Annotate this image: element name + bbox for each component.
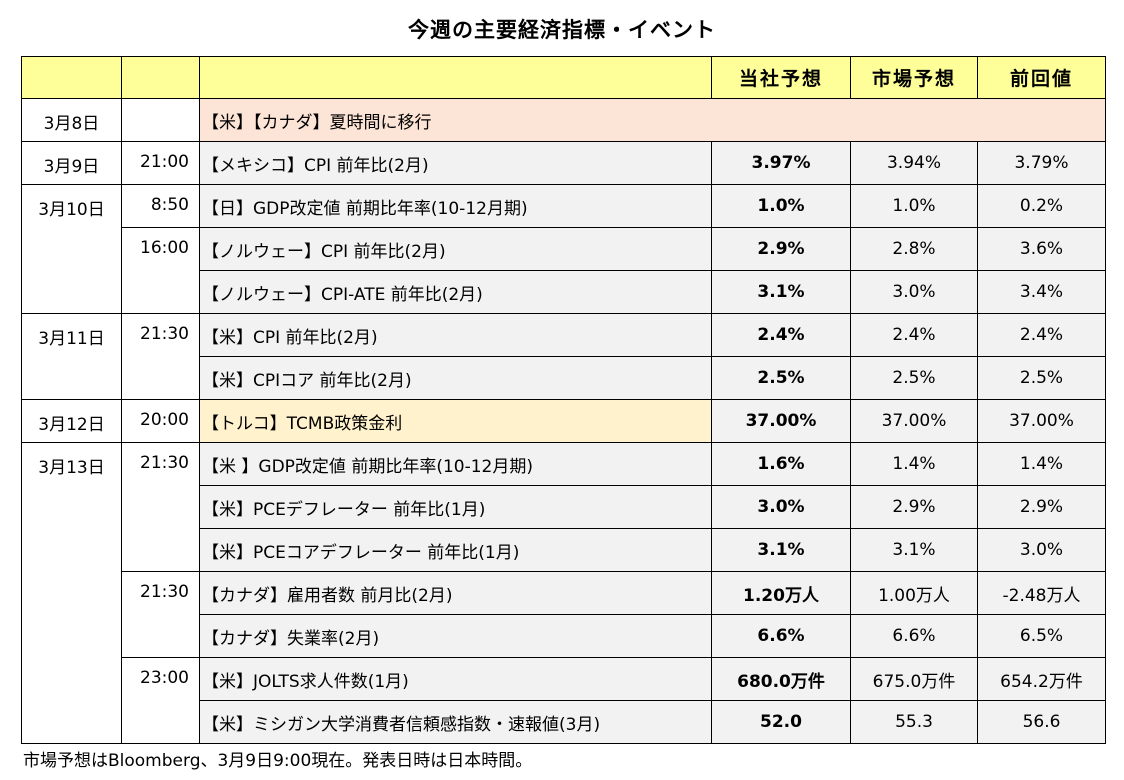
market-forecast-cell: 3.94%	[850, 141, 978, 185]
header-previous: 前回値	[977, 56, 1106, 99]
our-forecast-cell: 1.0%	[711, 184, 851, 228]
previous-value-cell: 3.6%	[977, 227, 1106, 271]
market-forecast-cell: 55.3	[850, 700, 978, 744]
time-cell: 21:00	[121, 141, 200, 185]
header-our-forecast: 当社予想	[711, 56, 851, 99]
economic-calendar-table: 当社予想 市場予想 前回値 3月8日 【米】【カナダ】夏時間に移行 3月9日 21:0…	[21, 56, 1106, 744]
market-forecast-cell: 1.00万人	[850, 571, 978, 615]
previous-value-cell: 6.5%	[977, 614, 1106, 658]
time-cell: 21:30	[121, 571, 200, 658]
market-forecast-cell: 2.9%	[850, 485, 978, 529]
time-cell: 21:30	[121, 442, 200, 572]
our-forecast-cell: 1.6%	[711, 442, 851, 486]
date-cell: 3月11日	[21, 313, 122, 400]
our-forecast-cell: 680.0万件	[711, 657, 851, 701]
table-row: 3月10日 8:50 【日】GDP改定値 前期比年率(10-12月期) 1.0% 1.0…	[21, 184, 1106, 314]
market-forecast-cell: 1.4%	[850, 442, 978, 486]
market-forecast-cell: 675.0万件	[850, 657, 978, 701]
event-cell: 【米】JOLTS求人件数(1月)	[199, 657, 712, 701]
our-forecast-cell: 2.9%	[711, 227, 851, 271]
table-row: 3月11日 21:30 【米】CPI 前年比(2月) 2.4% 2.4% 2.4%	[21, 313, 1106, 400]
header-row: 当社予想 市場予想 前回値	[21, 56, 1106, 99]
our-forecast-cell: 2.4%	[711, 313, 851, 357]
table-row: 【米】PCEコアデフレーター 前年比(1月) 3.1% 3.1% 3.0%	[22, 528, 1106, 572]
market-forecast-cell: 3.1%	[850, 528, 978, 572]
event-cell: 【米】PCEコアデフレーター 前年比(1月)	[199, 528, 712, 572]
event-cell: 【米】ミシガン大学消費者信頼感指数・速報値(3月)	[199, 700, 712, 744]
previous-value-cell: 1.4%	[977, 442, 1106, 486]
time-cell: 16:00	[121, 227, 200, 314]
event-cell: 【ノルウェー】CPI-ATE 前年比(2月)	[199, 270, 712, 314]
date-cell: 3月12日	[21, 399, 122, 443]
date-cell: 3月13日	[21, 442, 122, 744]
previous-value-cell: 3.79%	[977, 141, 1106, 185]
event-cell: 【日】GDP改定値 前期比年率(10-12月期)	[199, 184, 712, 228]
our-forecast-cell: 3.97%	[711, 141, 851, 185]
header-time	[121, 56, 200, 99]
footnote: 市場予想はBloomberg、3月9日9:00現在。発表日時は日本時間。	[23, 751, 533, 771]
our-forecast-cell: 37.00%	[711, 399, 851, 443]
previous-value-cell: 56.6	[977, 700, 1106, 744]
time-cell: 8:50	[121, 184, 200, 228]
table-row: 23:00 【米】JOLTS求人件数(1月) 680.0万件 675.0万件 654.2…	[22, 657, 1106, 744]
market-forecast-cell: 37.00%	[850, 399, 978, 443]
previous-value-cell: -2.48万人	[977, 571, 1106, 615]
table-row: 3月8日 【米】【カナダ】夏時間に移行	[21, 98, 1106, 142]
market-forecast-cell: 1.0%	[850, 184, 978, 228]
date-cell: 3月9日	[21, 141, 122, 185]
table-row: 3月12日 20:00 【トルコ】TCMB政策金利 37.00% 37.00% 37.00…	[21, 399, 1106, 443]
market-forecast-cell: 2.8%	[850, 227, 978, 271]
table-row: 【米】CPIコア 前年比(2月) 2.5% 2.5% 2.5%	[22, 356, 1106, 400]
table-row: 3月9日 21:00 【メキシコ】CPI 前年比(2月) 3.97% 3.94% 3.79…	[21, 141, 1106, 185]
event-cell: 【米 】GDP改定値 前期比年率(10-12月期)	[199, 442, 712, 486]
table-row: 21:30 【カナダ】雇用者数 前月比(2月) 1.20万人 1.00万人 -2.48万…	[22, 571, 1106, 658]
market-forecast-cell: 2.5%	[850, 356, 978, 400]
our-forecast-cell: 52.0	[711, 700, 851, 744]
event-cell: 【カナダ】雇用者数 前月比(2月)	[199, 571, 712, 615]
event-cell: 【米】CPIコア 前年比(2月)	[199, 356, 712, 400]
table-row: 3月13日 21:30 【米 】GDP改定値 前期比年率(10-12月期) 1.6% 1…	[21, 442, 1106, 744]
event-cell: 【ノルウェー】CPI 前年比(2月)	[199, 227, 712, 271]
header-date	[21, 56, 122, 99]
time-cell: 23:00	[121, 657, 200, 744]
event-cell: 【米】【カナダ】夏時間に移行	[199, 98, 1106, 142]
market-forecast-cell: 6.6%	[850, 614, 978, 658]
time-cell	[121, 98, 200, 142]
market-forecast-cell: 2.4%	[850, 313, 978, 357]
previous-value-cell: 0.2%	[977, 184, 1106, 228]
market-forecast-cell: 3.0%	[850, 270, 978, 314]
time-cell: 21:30	[121, 313, 200, 400]
previous-value-cell: 37.00%	[977, 399, 1106, 443]
time-cell: 20:00	[121, 399, 200, 443]
table-row: 【米】PCEデフレーター 前年比(1月) 3.0% 2.9% 2.9%	[22, 485, 1106, 529]
page-title: 今週の主要経済指標・イベント	[408, 18, 716, 42]
previous-value-cell: 3.0%	[977, 528, 1106, 572]
event-cell: 【米】CPI 前年比(2月)	[199, 313, 712, 357]
table-row: 16:00 【ノルウェー】CPI 前年比(2月) 2.9% 2.8% 3.6%	[22, 227, 1106, 314]
header-market-forecast: 市場予想	[850, 56, 978, 99]
previous-value-cell: 654.2万件	[977, 657, 1106, 701]
event-cell: 【トルコ】TCMB政策金利	[199, 399, 712, 443]
date-cell: 3月10日	[21, 184, 122, 314]
our-forecast-cell: 1.20万人	[711, 571, 851, 615]
our-forecast-cell: 6.6%	[711, 614, 851, 658]
table-row: 【ノルウェー】CPI-ATE 前年比(2月) 3.1% 3.0% 3.4%	[22, 270, 1106, 314]
previous-value-cell: 2.5%	[977, 356, 1106, 400]
our-forecast-cell: 3.1%	[711, 270, 851, 314]
event-cell: 【メキシコ】CPI 前年比(2月)	[199, 141, 712, 185]
previous-value-cell: 2.4%	[977, 313, 1106, 357]
event-cell: 【カナダ】失業率(2月)	[199, 614, 712, 658]
our-forecast-cell: 3.1%	[711, 528, 851, 572]
table-row: 【米】ミシガン大学消費者信頼感指数・速報値(3月) 52.0 55.3 56.6	[22, 700, 1106, 744]
header-event	[199, 56, 712, 99]
our-forecast-cell: 2.5%	[711, 356, 851, 400]
previous-value-cell: 2.9%	[977, 485, 1106, 529]
our-forecast-cell: 3.0%	[711, 485, 851, 529]
event-cell: 【米】PCEデフレーター 前年比(1月)	[199, 485, 712, 529]
date-cell: 3月8日	[21, 98, 122, 142]
previous-value-cell: 3.4%	[977, 270, 1106, 314]
